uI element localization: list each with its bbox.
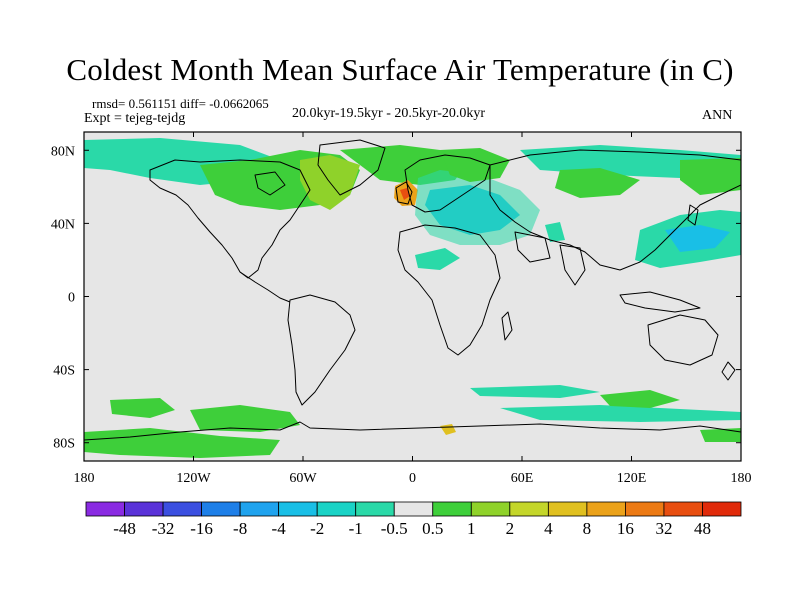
lat-tick-label: 80N (51, 144, 75, 159)
colorbar-label: -4 (272, 519, 287, 538)
coastlines (84, 139, 741, 441)
colorbar-label: 1 (467, 519, 476, 538)
coastline-new-zealand (721, 361, 736, 381)
colorbar-label: -0.5 (381, 519, 408, 538)
colorbar-swatch (625, 501, 665, 517)
anomaly-cool-europe-outer (415, 170, 540, 245)
anomaly-warm-south-atlantic (600, 390, 680, 408)
coastline-japan (687, 204, 699, 226)
colorbar-label: 48 (694, 519, 711, 538)
lon-tick-label: 60W (289, 471, 317, 486)
coastline-africa (397, 224, 501, 356)
anomaly-cool-southern-ocean-2 (500, 405, 741, 422)
lat-tick-label: 0 (68, 291, 75, 306)
experiment-line: Expt = tejeg-tejdg (84, 111, 186, 126)
coastline-central-america (239, 271, 291, 303)
colorbar-swatch (470, 501, 511, 517)
lon-tick-label: 180 (74, 471, 95, 486)
colorbar-swatch (85, 501, 125, 517)
coastline-antarctica (84, 421, 741, 441)
colorbar-swatch (509, 501, 549, 517)
coastline-arabia (514, 231, 551, 263)
colorbar-label: -8 (233, 519, 247, 538)
colorbar-label: 0.5 (422, 519, 443, 538)
colorbar-swatch (355, 501, 395, 517)
colorbar-label: 32 (655, 519, 672, 538)
coastline-north-america (149, 159, 311, 279)
coastline-britain (395, 181, 413, 205)
longitude-axis: 180 120W 60W 0 60E 120E 180 (74, 132, 752, 486)
colorbar-swatch (124, 501, 164, 517)
colorbar-label: 4 (544, 519, 553, 538)
anomaly-field (84, 138, 741, 458)
coastline-madagascar (501, 311, 513, 341)
colorbar-swatch (586, 501, 626, 517)
colorbar-label: -16 (190, 519, 213, 538)
colorbar-swatch (663, 501, 703, 517)
colorbar-swatch (162, 501, 202, 517)
colorbar-label: 8 (583, 519, 592, 538)
latitude-axis: 80N 40N 0 40S 80S (51, 144, 741, 452)
coastline-india (559, 244, 586, 286)
colorbar-label: -2 (310, 519, 324, 538)
colorbar-swatch (239, 501, 280, 517)
stats-line: rmsd= 0.561151 diff= -0.0662065 (92, 96, 269, 111)
lon-tick-label: 60E (511, 471, 534, 486)
lon-tick-label: 120W (176, 471, 211, 486)
anomaly-warm-south-pacific-3 (84, 428, 280, 458)
colorbar-swatch (547, 501, 588, 517)
colorbar: -48 -32 -16 -8 -4 -2 -1 -0.5 0.5 1 2 4 8 16 32 48 (85, 501, 742, 538)
anomaly-cool-atlantic (415, 248, 460, 270)
colorbar-swatch (702, 501, 742, 517)
season-label: ANN (702, 108, 733, 123)
coastline-indonesia (619, 291, 701, 313)
period-line: 20.0kyr-19.5kyr - 20.5kyr-20.0kyr (292, 106, 486, 121)
colorbar-swatch (316, 501, 357, 517)
coastline-hudson-bay (254, 171, 286, 196)
lon-tick-label: 0 (409, 471, 416, 486)
lat-tick-label: 40S (53, 364, 75, 379)
anomaly-cool-southern-ocean (470, 385, 600, 398)
colorbar-swatch (432, 501, 472, 517)
anomaly-warm-siberia (555, 168, 640, 198)
anomaly-cool-north-pacific-core (665, 225, 730, 252)
coastline-australia (647, 314, 719, 366)
lon-tick-label: 180 (731, 471, 752, 486)
coastline-south-america (287, 294, 356, 406)
colorbar-swatch (393, 501, 434, 517)
colorbar-label: -1 (349, 519, 363, 538)
colorbar-swatch (201, 501, 241, 517)
anomaly-warm-south-pacific-1 (110, 398, 175, 418)
lon-tick-label: 120E (617, 471, 647, 486)
lat-tick-label: 80S (53, 437, 75, 452)
anomaly-warm-south-pacific-2 (190, 405, 300, 432)
colorbar-label: -32 (152, 519, 175, 538)
colorbar-label: -48 (113, 519, 136, 538)
colorbar-swatch (278, 501, 318, 517)
plot-title: Coldest Month Mean Surface Air Temperatu… (66, 52, 734, 87)
anomaly-cool-arabia (545, 222, 565, 242)
coastline-europe (404, 154, 491, 213)
coastline-asia (489, 149, 741, 271)
lat-tick-label: 40N (51, 217, 75, 232)
colorbar-label: 2 (506, 519, 515, 538)
anomaly-warm-east-asia (680, 158, 741, 195)
anomaly-warm-ross (700, 428, 741, 442)
colorbar-label: 16 (617, 519, 634, 538)
coastline-greenland (317, 139, 386, 196)
anomaly-hot-britain-core (400, 188, 410, 200)
